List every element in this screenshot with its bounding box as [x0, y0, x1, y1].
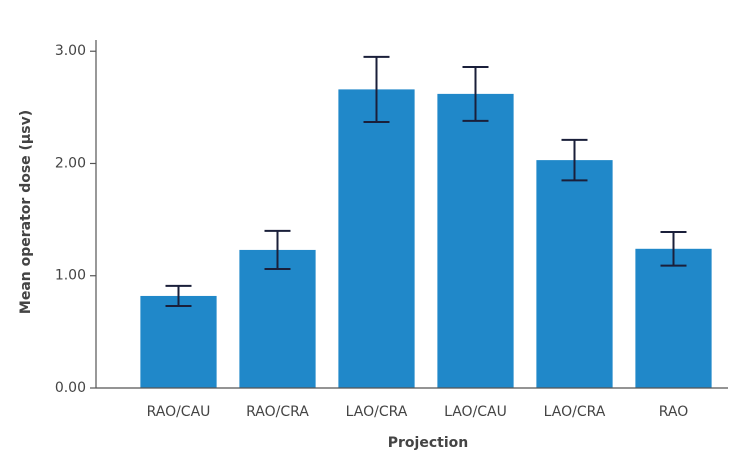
x-tick-label: RAO/CAU	[147, 404, 211, 420]
x-tick-label: LAO/CRA	[346, 404, 408, 420]
bar	[140, 295, 217, 388]
y-tick-label: 0.00	[55, 380, 86, 396]
y-axis-title: Mean operator dose (μsv)	[18, 110, 34, 314]
x-tick-label: RAO	[659, 404, 689, 420]
bar	[239, 249, 316, 388]
y-tick-label: 1.00	[55, 268, 86, 284]
x-tick-label: LAO/CRA	[544, 404, 606, 420]
error-bar	[165, 284, 192, 308]
y-tick-label: 2.00	[55, 155, 86, 171]
y-tick-label: 3.00	[55, 43, 86, 59]
x-axis-title: Projection	[388, 435, 468, 451]
bar	[536, 160, 613, 388]
error-bar	[264, 229, 291, 271]
bar	[437, 93, 514, 388]
error-bar	[462, 65, 489, 122]
error-bar	[363, 55, 390, 123]
error-bar	[660, 230, 687, 267]
x-tick-label: LAO/CAU	[444, 404, 507, 420]
error-bar	[561, 138, 588, 182]
x-tick-label: RAO/CRA	[246, 404, 309, 420]
bar	[338, 89, 415, 388]
bar	[635, 248, 712, 388]
